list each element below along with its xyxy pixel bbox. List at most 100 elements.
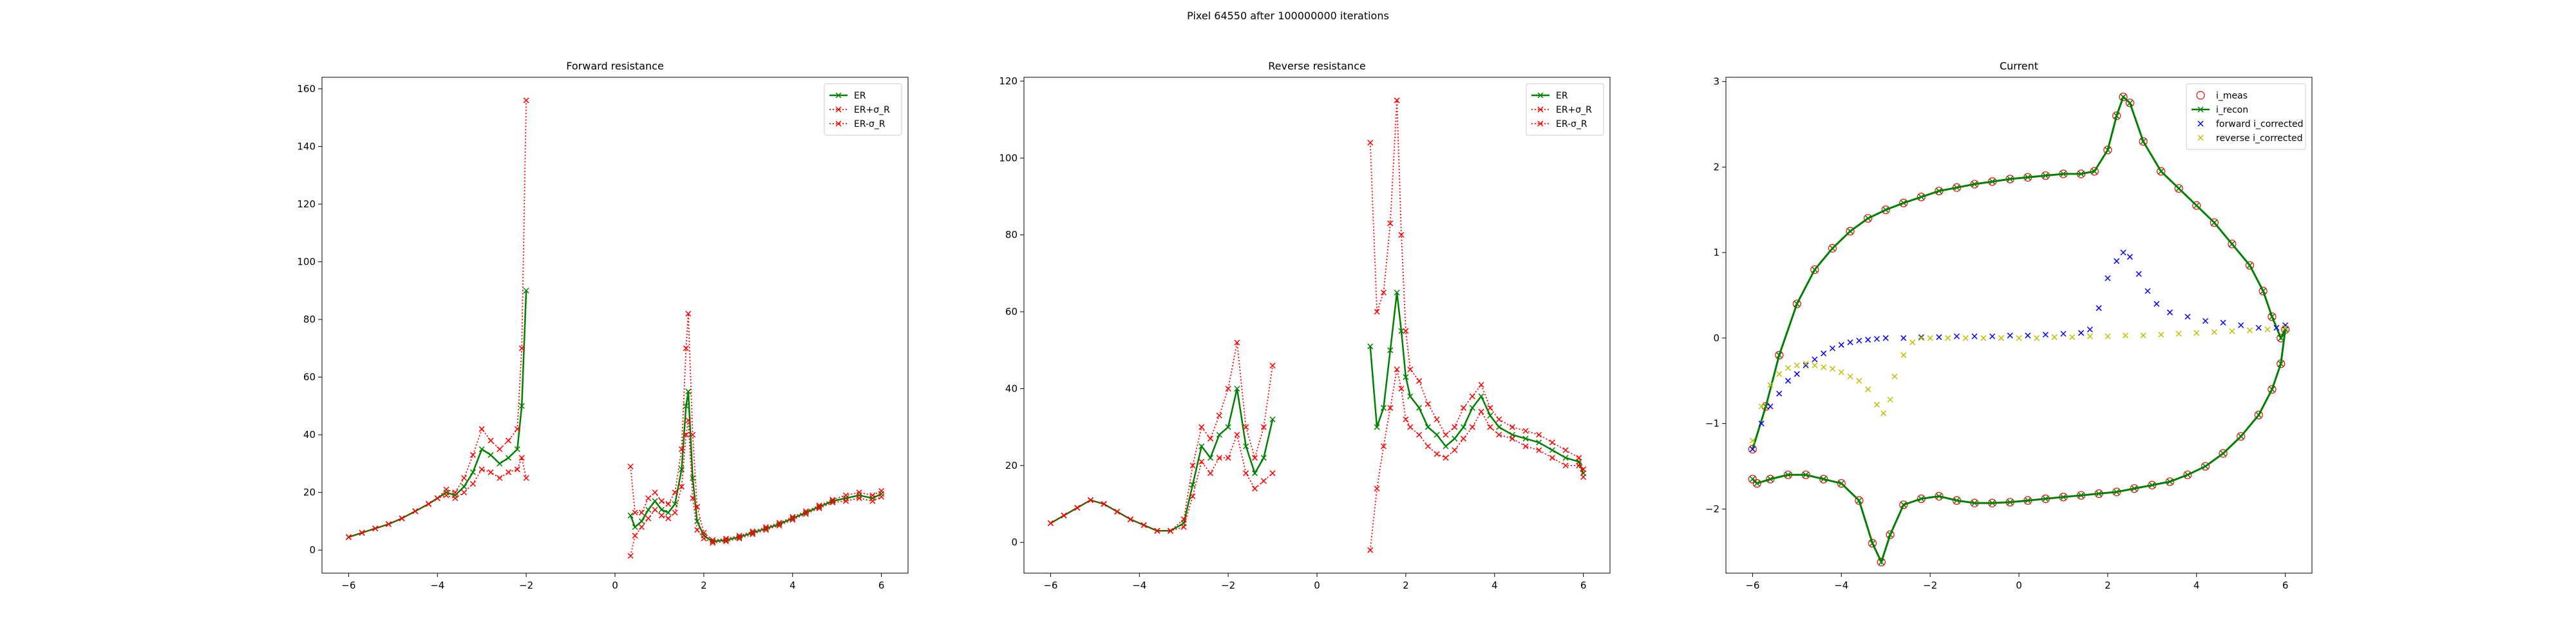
data-point — [2269, 386, 2275, 393]
data-point — [1936, 493, 1942, 500]
data-point — [469, 451, 476, 458]
data-point — [1562, 462, 1569, 469]
data-point — [776, 521, 782, 527]
y-tick-label: 160 — [297, 83, 316, 95]
legend-swatch-marker — [1537, 120, 1544, 127]
data-point — [1828, 243, 1837, 253]
data-point — [1208, 470, 1214, 477]
plot-frame — [1023, 77, 1611, 574]
data-point — [2105, 147, 2111, 153]
data-point — [1748, 475, 1757, 484]
data-point — [1509, 424, 1515, 430]
data-point — [1855, 496, 1864, 505]
data-point — [1881, 205, 1890, 214]
data-point — [1225, 424, 1231, 430]
data-point — [2136, 270, 2142, 277]
data-point — [2282, 325, 2289, 331]
chart-1: Forward resistance−6 −4 −2 0 2 4 6020406080100… — [297, 60, 909, 591]
data-point — [2140, 332, 2146, 339]
data-point — [514, 426, 520, 432]
series-i-recon — [1749, 94, 2289, 565]
data-point — [1522, 428, 1529, 434]
data-point — [2268, 312, 2277, 321]
data-point — [1216, 412, 1222, 419]
plot-area — [1024, 77, 1610, 573]
data-point — [1251, 470, 1258, 477]
data-point — [1873, 401, 1880, 408]
x-tick-label: 2 — [2105, 580, 2111, 591]
data-point — [816, 505, 822, 511]
data-point — [1776, 352, 1783, 358]
data-point — [2114, 113, 2120, 119]
x-tick-label: −6 — [341, 580, 355, 591]
data-point — [2211, 220, 2217, 226]
data-point — [1899, 198, 1908, 207]
data-point — [856, 495, 862, 502]
data-point — [1918, 194, 1924, 200]
data-point — [1794, 371, 1800, 377]
data-point — [1452, 447, 1458, 453]
legend-label: ER+σ_R — [854, 105, 890, 115]
data-point — [878, 488, 885, 494]
chart-title: Forward resistance — [566, 60, 663, 72]
data-point — [1189, 482, 1196, 488]
data-point — [1127, 516, 1133, 522]
data-point — [1469, 404, 1475, 411]
data-point — [518, 455, 525, 461]
data-point — [1962, 335, 1969, 341]
data-point — [690, 495, 696, 502]
x-tick-label: −6 — [1043, 580, 1057, 591]
data-point — [1487, 404, 1493, 411]
y-tick-label: 20 — [303, 487, 316, 498]
plot-area — [322, 77, 908, 573]
data-point — [1953, 333, 1960, 339]
data-point — [1387, 347, 1394, 354]
x-tick-label: 0 — [1314, 580, 1320, 591]
data-point — [1580, 474, 1587, 480]
data-point — [1869, 540, 1876, 547]
data-point — [2051, 334, 2058, 341]
x-tick-label: −2 — [519, 580, 533, 591]
data-point — [1803, 471, 1809, 478]
data-point — [1243, 470, 1249, 477]
data-point — [2255, 412, 2262, 418]
data-point — [1792, 299, 1801, 308]
legend-box — [2186, 83, 2306, 150]
data-point — [1576, 462, 1582, 469]
data-point — [1847, 228, 1853, 234]
legend-swatch-marker — [2197, 106, 2204, 113]
data-point — [1749, 437, 1756, 444]
data-point — [672, 501, 678, 507]
data-point — [2060, 171, 2067, 177]
data-point — [2255, 325, 2262, 331]
data-point — [1269, 416, 1276, 422]
data-point — [638, 524, 645, 530]
y-tick-label: 0 — [309, 544, 316, 556]
data-point — [2007, 332, 2013, 339]
data-point — [1398, 232, 1405, 238]
data-point — [1821, 364, 1827, 370]
y-tick-label: 80 — [1005, 229, 1018, 241]
plot-data — [1748, 92, 2290, 567]
data-point — [1208, 455, 1214, 461]
data-point — [1918, 334, 1924, 341]
data-point — [523, 97, 529, 104]
data-point — [1886, 530, 1895, 539]
data-point — [2078, 330, 2085, 336]
data-point — [1189, 493, 1196, 500]
data-point — [1882, 335, 1889, 341]
legend-swatch-marker — [835, 120, 842, 127]
legend-swatch-marker — [835, 92, 842, 99]
data-point — [1838, 342, 1844, 348]
data-point — [694, 504, 701, 510]
data-point — [1785, 471, 1792, 478]
data-point — [1856, 337, 1862, 344]
data-point — [1856, 497, 1862, 504]
data-point — [518, 402, 525, 409]
data-point — [518, 345, 525, 352]
data-point — [1234, 385, 1240, 392]
data-point — [461, 484, 468, 490]
data-point — [1251, 486, 1258, 492]
data-point — [1208, 435, 1214, 442]
